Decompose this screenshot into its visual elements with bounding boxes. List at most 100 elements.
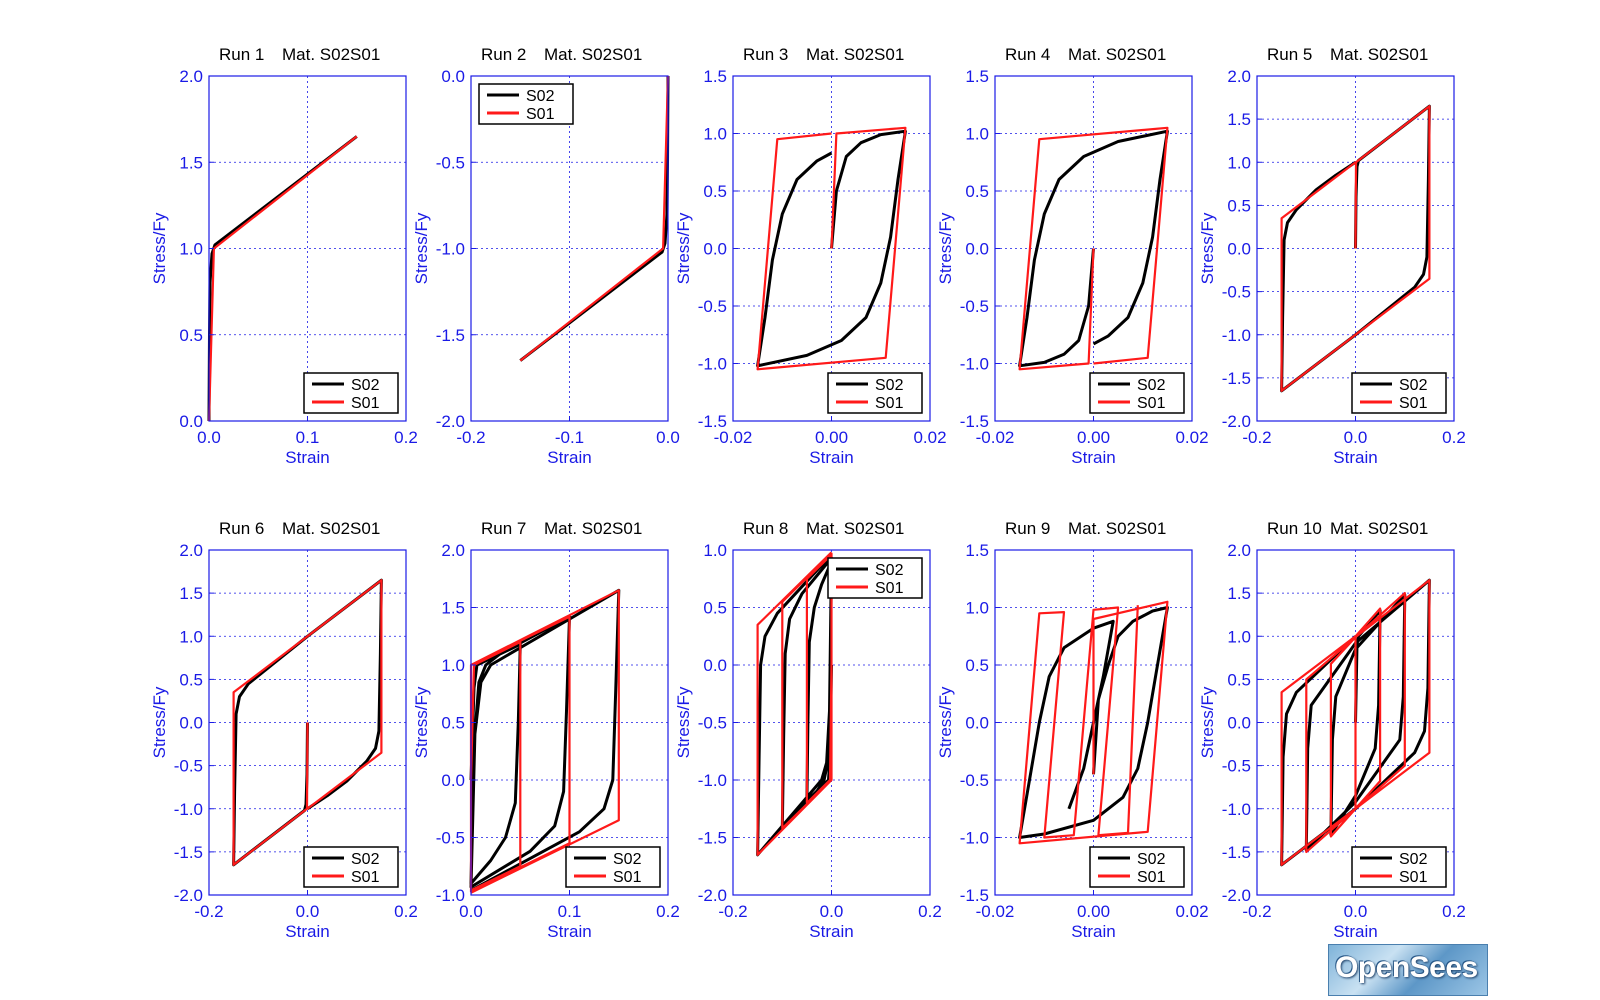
y-tick-label: 0.5 xyxy=(703,599,727,618)
legend-box xyxy=(303,372,399,414)
legend-label-s01: S01 xyxy=(613,869,642,886)
legend: S02S01 xyxy=(565,846,661,888)
legend-label-s02: S02 xyxy=(1137,377,1166,394)
y-tick-label: -0.5 xyxy=(436,829,465,848)
y-tick-label: 0.0 xyxy=(441,771,465,790)
y-tick-label: 1.0 xyxy=(1227,153,1251,172)
subplot-6: -0.2 0.0 0.2 -2.0 -1.5 -1.0 -0.5 0.0 0.5 1.0 1.5 2.… xyxy=(150,519,418,941)
y-tick-label: -1.0 xyxy=(698,771,727,790)
series-s01 xyxy=(1280,105,1431,392)
y-axis-label: Stress/Fy xyxy=(936,212,955,284)
legend-box xyxy=(478,83,574,125)
y-tick-label: 0.0 xyxy=(703,240,727,259)
x-tick-label: 0.2 xyxy=(918,902,942,921)
y-axis-label: Stress/Fy xyxy=(674,686,693,758)
subplot-4: -0.02 0.00 0.02 -1.5 -1.0 -0.5 0.0 0.5 1.0 1.5 Str… xyxy=(936,45,1209,467)
y-tick-label: -0.5 xyxy=(698,297,727,316)
legend: S02S01 xyxy=(478,83,574,125)
x-tick-label: 0.2 xyxy=(656,902,680,921)
plot-title-material: Mat. S02S01 xyxy=(544,519,642,538)
series-s02 xyxy=(469,588,621,892)
subplot-1: 0.0 0.1 0.2 0.0 0.5 1.0 1.5 2.0 Strain Stress/Fy R… xyxy=(150,45,418,467)
plot-title-material: Mat. S02S01 xyxy=(1330,519,1428,538)
x-axis-label: Strain xyxy=(809,448,853,467)
y-axis-label: Stress/Fy xyxy=(412,686,431,758)
subplot-9: -0.02 0.00 0.02 -1.5 -1.0 -0.5 0.0 0.5 1.0 1.5 Str… xyxy=(936,519,1209,941)
y-tick-label: 1.5 xyxy=(965,67,989,86)
y-tick-label: -1.5 xyxy=(960,886,989,905)
y-tick-label: 0.5 xyxy=(179,326,203,345)
legend: S02S01 xyxy=(1351,846,1447,888)
x-tick-label: -0.2 xyxy=(718,902,747,921)
x-tick-label: 0.0 xyxy=(197,428,221,447)
series-s01 xyxy=(232,579,383,866)
y-tick-label: 1.5 xyxy=(703,67,727,86)
legend-label-s02: S02 xyxy=(351,851,380,868)
plot-title-material: Mat. S02S01 xyxy=(1330,45,1428,64)
x-tick-label: -0.2 xyxy=(1242,428,1271,447)
x-axis-label: Strain xyxy=(285,448,329,467)
y-tick-label: 0.0 xyxy=(965,240,989,259)
subplot-8: -0.2 0.0 0.2 -2.0 -1.5 -1.0 -0.5 0.0 0.5 1.0 Strai… xyxy=(674,519,942,941)
x-tick-label: 0.00 xyxy=(1077,428,1110,447)
legend: S02S01 xyxy=(303,846,399,888)
plot-title-material: Mat. S02S01 xyxy=(282,45,380,64)
y-tick-label: 0.0 xyxy=(179,412,203,431)
x-tick-label: 0.0 xyxy=(296,902,320,921)
y-tick-label: 2.0 xyxy=(179,541,203,560)
legend-label-s01: S01 xyxy=(875,395,904,412)
legend: S02S01 xyxy=(1351,372,1447,414)
x-tick-label: -0.2 xyxy=(456,428,485,447)
y-tick-label: -2.0 xyxy=(1222,886,1251,905)
y-axis-label: Stress/Fy xyxy=(1198,212,1217,284)
x-tick-label: 0.2 xyxy=(1442,428,1466,447)
plot-title-run: Run 6 xyxy=(219,519,264,538)
legend-box xyxy=(565,846,661,888)
legend: S02S01 xyxy=(827,557,923,599)
x-axis-label: Strain xyxy=(809,922,853,941)
y-axis-label: Stress/Fy xyxy=(150,212,169,284)
y-tick-label: -1.0 xyxy=(436,886,465,905)
x-tick-label: 0.1 xyxy=(296,428,320,447)
y-tick-label: 1.0 xyxy=(965,125,989,144)
y-tick-label: 1.5 xyxy=(179,153,203,172)
y-tick-label: -1.0 xyxy=(436,240,465,259)
y-tick-label: -1.5 xyxy=(698,829,727,848)
y-tick-label: -2.0 xyxy=(1222,412,1251,431)
y-tick-label: 0.0 xyxy=(703,656,727,675)
plot-title-material: Mat. S02S01 xyxy=(544,45,642,64)
x-tick-label: 0.0 xyxy=(820,902,844,921)
x-tick-label: 0.2 xyxy=(1442,902,1466,921)
legend: S02S01 xyxy=(1089,372,1185,414)
legend-label-s01: S01 xyxy=(1399,395,1428,412)
x-tick-label: 0.02 xyxy=(1175,428,1208,447)
y-tick-label: 1.0 xyxy=(179,240,203,259)
y-tick-label: 0.0 xyxy=(179,714,203,733)
y-tick-label: 2.0 xyxy=(1227,67,1251,86)
subplot-3: -0.02 0.00 0.02 -1.5 -1.0 -0.5 0.0 0.5 1.0 1.5 Str… xyxy=(674,45,947,467)
y-axis-label: Stress/Fy xyxy=(150,686,169,758)
series-s02 xyxy=(1018,606,1169,839)
plot-title-material: Mat. S02S01 xyxy=(1068,45,1166,64)
series-s02 xyxy=(1018,129,1169,368)
y-tick-label: -2.0 xyxy=(436,412,465,431)
y-tick-label: -0.5 xyxy=(436,153,465,172)
x-axis-label: Strain xyxy=(1333,922,1377,941)
y-tick-label: -0.5 xyxy=(1222,757,1251,776)
x-tick-label: 0.0 xyxy=(459,902,483,921)
logo-text: OpenSees xyxy=(1335,951,1478,984)
x-tick-label: -0.02 xyxy=(714,428,753,447)
y-tick-label: -1.0 xyxy=(960,829,989,848)
y-tick-label: 1.5 xyxy=(1227,584,1251,603)
legend-label-s02: S02 xyxy=(875,562,904,579)
x-tick-label: -0.1 xyxy=(555,428,584,447)
y-axis-label: Stress/Fy xyxy=(674,212,693,284)
y-tick-label: 1.5 xyxy=(179,584,203,603)
x-tick-label: 0.00 xyxy=(815,428,848,447)
legend-label-s01: S01 xyxy=(351,869,380,886)
x-axis-label: Strain xyxy=(1333,448,1377,467)
legend-label-s01: S01 xyxy=(1137,395,1166,412)
series-s01 xyxy=(519,75,670,362)
y-tick-label: 2.0 xyxy=(441,541,465,560)
series-s01 xyxy=(469,589,620,894)
